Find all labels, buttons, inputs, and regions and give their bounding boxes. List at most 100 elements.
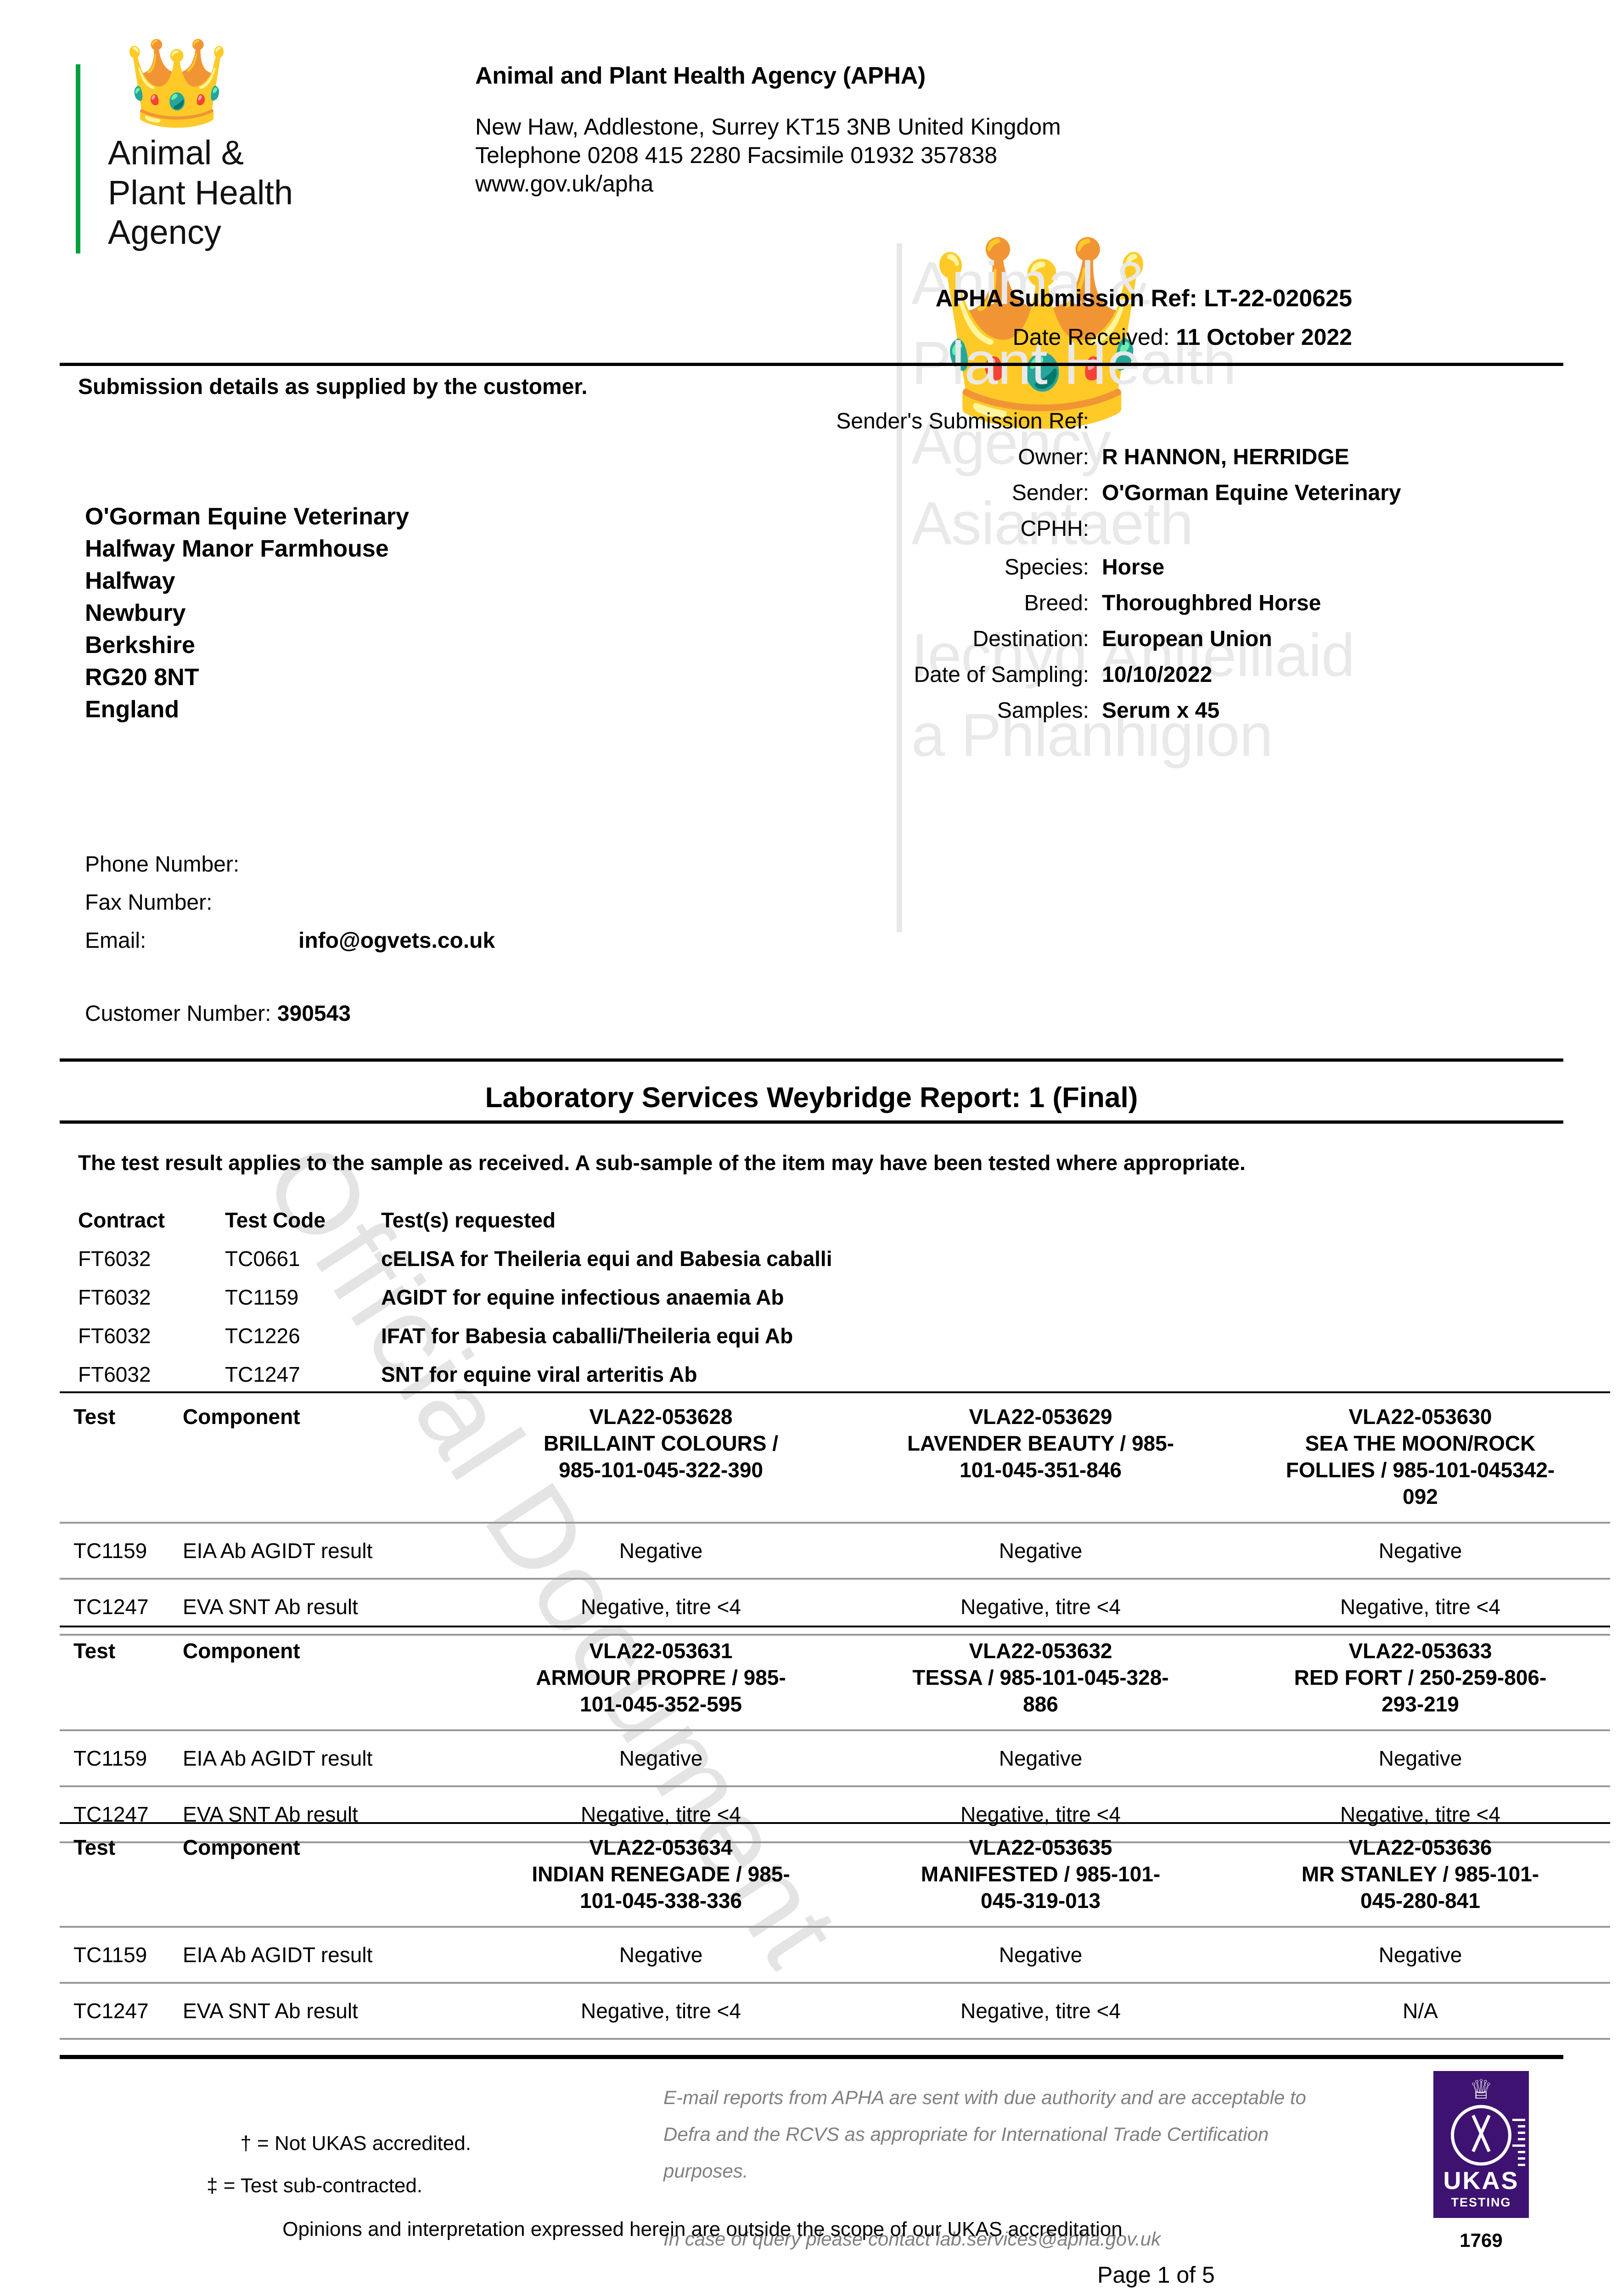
- ukas-logo: ♕ UKAS TESTING: [1433, 2071, 1529, 2218]
- results-header-row: Test Component VLA22-053634 INDIAN RENEG…: [60, 1822, 1610, 1928]
- result-value: Negative: [1230, 1523, 1610, 1580]
- results-header-component: Component: [169, 1822, 471, 1928]
- sender-detail-value: O'Gorman Equine Veterinary: [1102, 481, 1401, 505]
- results-header-sample: VLA22-053634 INDIAN RENEGADE / 985- 101-…: [471, 1822, 851, 1928]
- sender-detail-row: Owner: R HANNON, HERRIDGE: [781, 445, 1552, 480]
- ukas-accreditation-number: 1769: [1460, 2229, 1503, 2251]
- email-label: Email:: [85, 929, 146, 953]
- results-block-3: Test Component VLA22-053634 INDIAN RENEG…: [60, 1822, 1610, 2040]
- customer-number-label: Customer Number:: [85, 1002, 271, 1026]
- sender-detail-row: Samples: Serum x 45: [781, 698, 1552, 734]
- requested-test-desc: IFAT for Babesia caballi/Theileria equi …: [381, 1324, 793, 1348]
- result-test-code: TC1159: [60, 1927, 169, 1984]
- results-header-sample: VLA22-053633 RED FORT / 250-259-806- 293…: [1230, 1626, 1610, 1731]
- result-value: Negative, titre <4: [851, 1983, 1230, 2040]
- results-header-component: Component: [169, 1391, 471, 1524]
- result-value: Negative: [851, 1730, 1230, 1787]
- report-title: Laboratory Services Weybridge Report: 1 …: [485, 1082, 1138, 1114]
- requested-tests-table: Contract Test Code Test(s) requested FT6…: [78, 1201, 1272, 1394]
- requested-test-desc: AGIDT for equine infectious anaemia Ab: [381, 1285, 784, 1309]
- requested-row: FT6032 TC0661 cELISA for Theileria equi …: [78, 1239, 1272, 1278]
- logo-green-bar: [76, 64, 80, 253]
- results-header-component: Component: [169, 1626, 471, 1731]
- requested-testcode: TC1159: [225, 1285, 299, 1309]
- sender-detail-row: Sender's Submission Ref:: [781, 409, 1552, 445]
- ukas-scale-icon: [1511, 2119, 1525, 2174]
- ukas-emblem-icon: [1451, 2105, 1511, 2166]
- divider-top: [60, 363, 1563, 366]
- sender-detail-value: 10/10/2022: [1102, 663, 1213, 687]
- sender-detail-value: Thoroughbred Horse: [1102, 591, 1321, 615]
- date-received: Date Received: 11 October 2022: [1013, 324, 1352, 350]
- sender-detail-label: Species:: [1004, 555, 1089, 580]
- footer-notes-block: E-mail reports from APHA are sent with d…: [663, 2079, 1315, 2257]
- date-received-label: Date Received:: [1012, 324, 1170, 350]
- page-number: Page 1 of 5: [1097, 2262, 1215, 2288]
- requested-header-tests: Test(s) requested: [381, 1208, 556, 1232]
- result-value: Negative: [471, 1730, 851, 1787]
- results-header-sample: VLA22-053632 TESSA / 985-101-045-328- 88…: [851, 1626, 1230, 1731]
- requested-contract: FT6032: [78, 1247, 151, 1271]
- results-header-sample: VLA22-053628 BRILLAINT COLOURS / 985-101…: [471, 1391, 851, 1524]
- results-header-sample: VLA22-053629 LAVENDER BEAUTY / 985- 101-…: [851, 1391, 1230, 1524]
- requested-row: FT6032 TC1247 SNT for equine viral arter…: [78, 1355, 1272, 1394]
- submission-details-heading: Submission details as supplied by the cu…: [78, 375, 588, 399]
- email-value: info@ogvets.co.uk: [298, 929, 495, 953]
- result-value: Negative: [851, 1927, 1230, 1984]
- sender-detail-value: Serum x 45: [1102, 698, 1220, 723]
- table-row: TC1159 EIA Ab AGIDT result Negative Nega…: [60, 1730, 1610, 1787]
- footer-key-spacer: [207, 2249, 570, 2281]
- date-received-value: 11 October 2022: [1176, 324, 1352, 350]
- requested-row: FT6032 TC1159 AGIDT for equine infectiou…: [78, 1278, 1272, 1317]
- sender-detail-label: Breed:: [1024, 591, 1089, 615]
- result-value: Negative: [1230, 1927, 1610, 1984]
- footer-email-note: E-mail reports from APHA are sent with d…: [663, 2087, 1306, 2182]
- requested-header-testcode: Test Code: [225, 1208, 326, 1232]
- table-row: TC1247 EVA SNT Ab result Negative, titre…: [60, 1983, 1610, 2040]
- sender-detail-label: CPHH:: [1020, 517, 1089, 541]
- result-component: EIA Ab AGIDT result: [169, 1523, 471, 1580]
- results-header-sample: VLA22-053636 MR STANLEY / 985-101- 045-2…: [1230, 1822, 1610, 1928]
- sender-details-table: Sender's Submission Ref: Owner: R HANNON…: [781, 409, 1552, 734]
- sender-detail-row: CPHH:: [781, 516, 1552, 555]
- ukas-subtitle: TESTING: [1451, 2195, 1511, 2209]
- requested-contract: FT6032: [78, 1362, 151, 1386]
- sender-detail-row: Destination: European Union: [781, 626, 1552, 662]
- sender-detail-row: Sender: O'Gorman Equine Veterinary: [781, 480, 1552, 516]
- result-value: Negative, titre <4: [471, 1983, 851, 2040]
- results-header-sample: VLA22-053630 SEA THE MOON/ROCK FOLLIES /…: [1230, 1391, 1610, 1524]
- phone-label: Phone Number:: [85, 852, 240, 877]
- royal-crest-icon: 👑: [124, 35, 230, 130]
- result-test-code: TC1159: [60, 1523, 169, 1580]
- results-header-test: Test: [60, 1822, 169, 1928]
- requested-row: FT6032 TC1226 IFAT for Babesia caballi/T…: [78, 1317, 1272, 1355]
- footer-divider: [60, 2055, 1563, 2059]
- results-table: Test Component VLA22-053628 BRILLAINT CO…: [60, 1391, 1610, 1636]
- crown-icon: ♕: [1469, 2075, 1493, 2105]
- requested-contract: FT6032: [78, 1324, 151, 1348]
- sender-detail-value: European Union: [1102, 627, 1272, 651]
- applies-note: The test result applies to the sample as…: [78, 1151, 1246, 1175]
- results-header-sample: VLA22-053631 ARMOUR PROPRE / 985- 101-04…: [471, 1626, 851, 1731]
- result-value: Negative: [471, 1523, 851, 1580]
- requested-contract: FT6032: [78, 1285, 151, 1309]
- submission-ref: APHA Submission Ref: LT-22-020625: [935, 285, 1352, 312]
- requested-testcode: TC1247: [225, 1362, 300, 1386]
- sender-detail-value: R HANNON, HERRIDGE: [1102, 445, 1349, 469]
- customer-address: O'Gorman Equine Veterinary Halfway Manor…: [85, 503, 409, 723]
- results-header-row: Test Component VLA22-053631 ARMOUR PROPR…: [60, 1626, 1610, 1731]
- result-value: Negative: [471, 1927, 851, 1984]
- result-test-code: TC1247: [60, 1983, 169, 2040]
- requested-testcode: TC1226: [225, 1324, 300, 1348]
- sender-detail-label: Samples:: [997, 698, 1089, 723]
- results-header-row: Test Component VLA22-053628 BRILLAINT CO…: [60, 1391, 1610, 1524]
- result-component: EVA SNT Ab result: [169, 1983, 471, 2040]
- ukas-wordmark: UKAS: [1443, 2167, 1519, 2195]
- sender-detail-row: Species: Horse: [781, 555, 1552, 591]
- result-component: EIA Ab AGIDT result: [169, 1730, 471, 1787]
- result-value: Negative: [851, 1523, 1230, 1580]
- requested-test-desc: SNT for equine viral arteritis Ab: [381, 1362, 697, 1386]
- table-row: TC1159 EIA Ab AGIDT result Negative Nega…: [60, 1927, 1610, 1984]
- sender-detail-value: Horse: [1102, 555, 1165, 580]
